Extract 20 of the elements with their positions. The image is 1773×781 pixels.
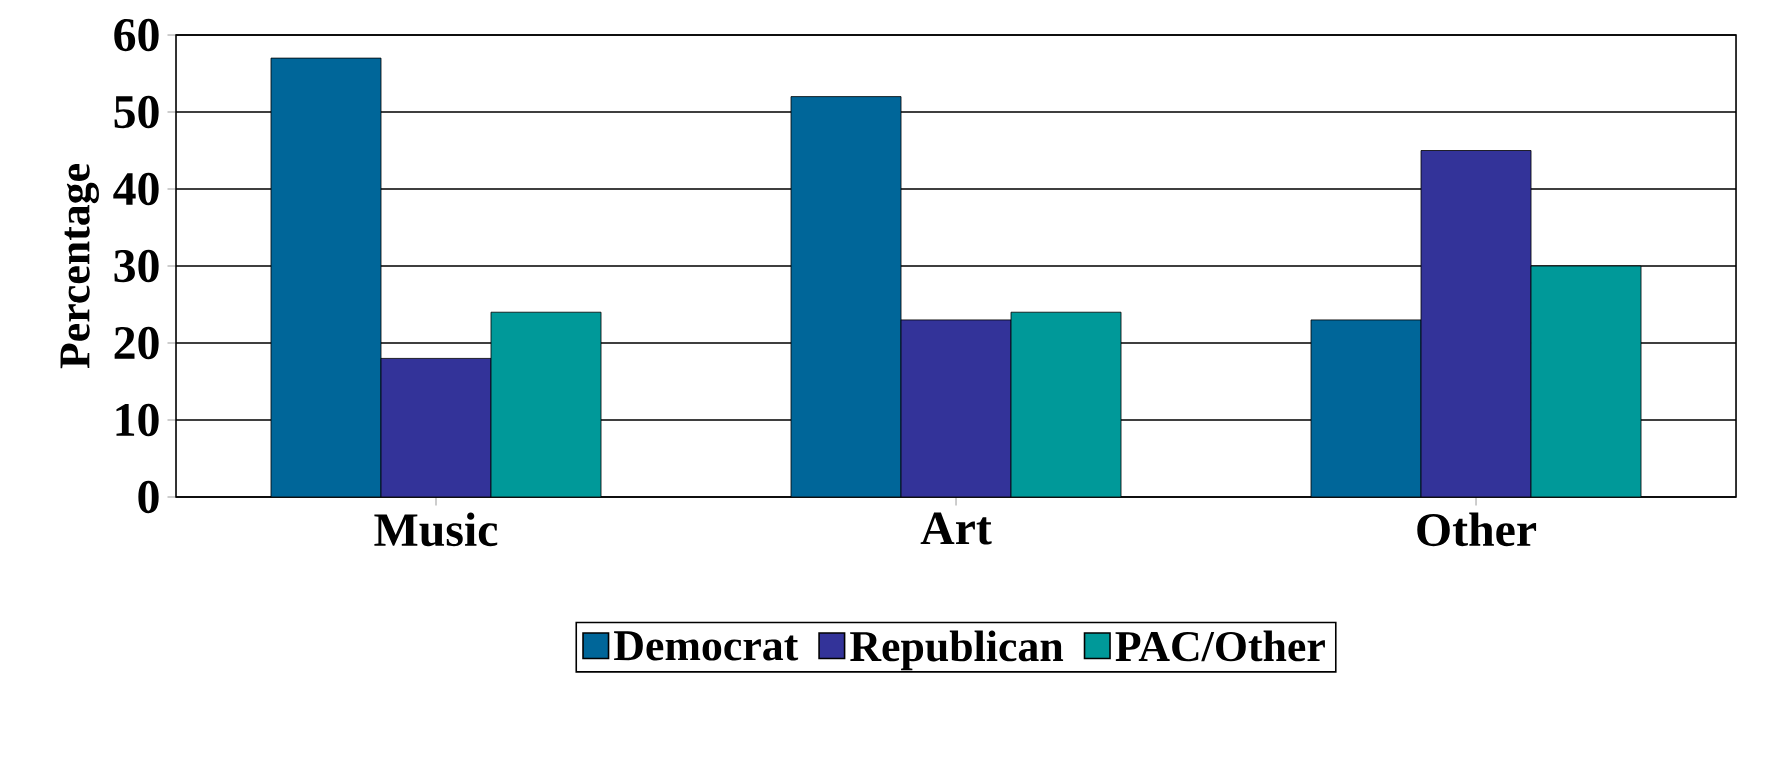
bar	[490, 311, 602, 497]
y-tick-label: 60	[114, 18, 159, 52]
x-tick-label: Music	[374, 512, 498, 547]
legend-label: PAC/Other	[1115, 630, 1325, 662]
legend-label: Republican	[850, 630, 1064, 671]
y-tick-label: 40	[113, 172, 159, 206]
x-tick-label: Other	[1417, 512, 1537, 547]
y-tick-label: 0	[138, 480, 159, 514]
bar	[1530, 265, 1642, 497]
y-tick-label: 30	[114, 249, 159, 283]
bar	[270, 57, 382, 497]
bar	[1310, 319, 1422, 497]
y-tick-label: 10	[116, 403, 159, 437]
legend-label: Democrat	[614, 631, 799, 661]
bar	[1010, 311, 1122, 497]
y-tick-label: 20	[114, 326, 159, 360]
bar	[790, 96, 902, 497]
y-axis-title: Percentage	[60, 164, 99, 369]
y-tick-label: 50	[114, 95, 159, 129]
x-tick-label: Art	[920, 512, 992, 545]
